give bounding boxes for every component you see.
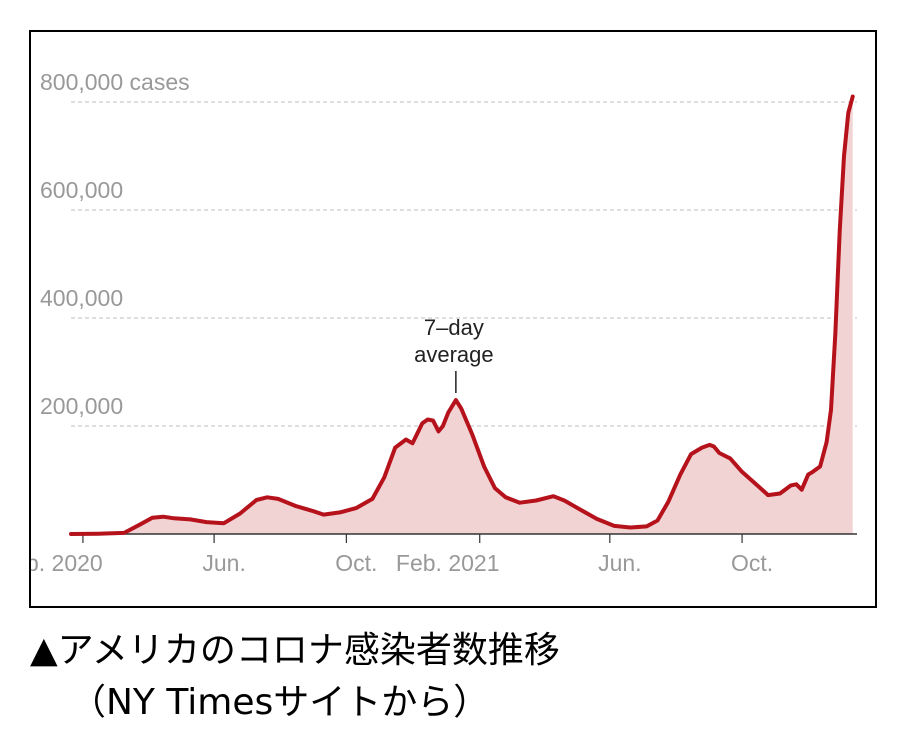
x-tick-label: Feb. 2021	[396, 550, 500, 576]
annotation-label: average	[414, 342, 494, 367]
x-tick-label: Oct.	[731, 550, 773, 576]
x-tick-label: Feb. 2020	[31, 550, 103, 576]
caption-source: （NY Timesサイトから）	[70, 682, 490, 723]
annotation-label: 7–day	[424, 315, 484, 340]
x-tick-label: Jun.	[202, 550, 245, 576]
y-tick-label: 800,000 cases	[40, 69, 190, 95]
x-tick-label: Jun.	[598, 550, 641, 576]
grid-lines	[71, 101, 857, 427]
chart-svg: 200,000 400,000 600,000 800,000 cases Feb. …	[31, 69, 857, 576]
y-tick-label: 600,000	[40, 177, 123, 203]
caption-title: ▲アメリカのコロナ感染者数推移	[30, 630, 560, 671]
y-tick-label: 400,000	[40, 285, 123, 311]
caption: ▲アメリカのコロナ感染者数推移 （NY Timesサイトから）	[30, 625, 560, 729]
y-tick-label: 200,000	[40, 393, 123, 419]
y-tick-labels: 200,000 400,000 600,000 800,000 cases	[40, 69, 190, 419]
chart-frame: 200,000 400,000 600,000 800,000 cases Feb. …	[29, 30, 877, 608]
area-fill	[71, 96, 853, 534]
series-line	[69, 94, 855, 536]
x-ticks: Feb. 2020 Jun. Oct. Feb. 2021 Jun. Oct.	[31, 534, 773, 576]
x-tick-label: Oct.	[335, 550, 377, 576]
